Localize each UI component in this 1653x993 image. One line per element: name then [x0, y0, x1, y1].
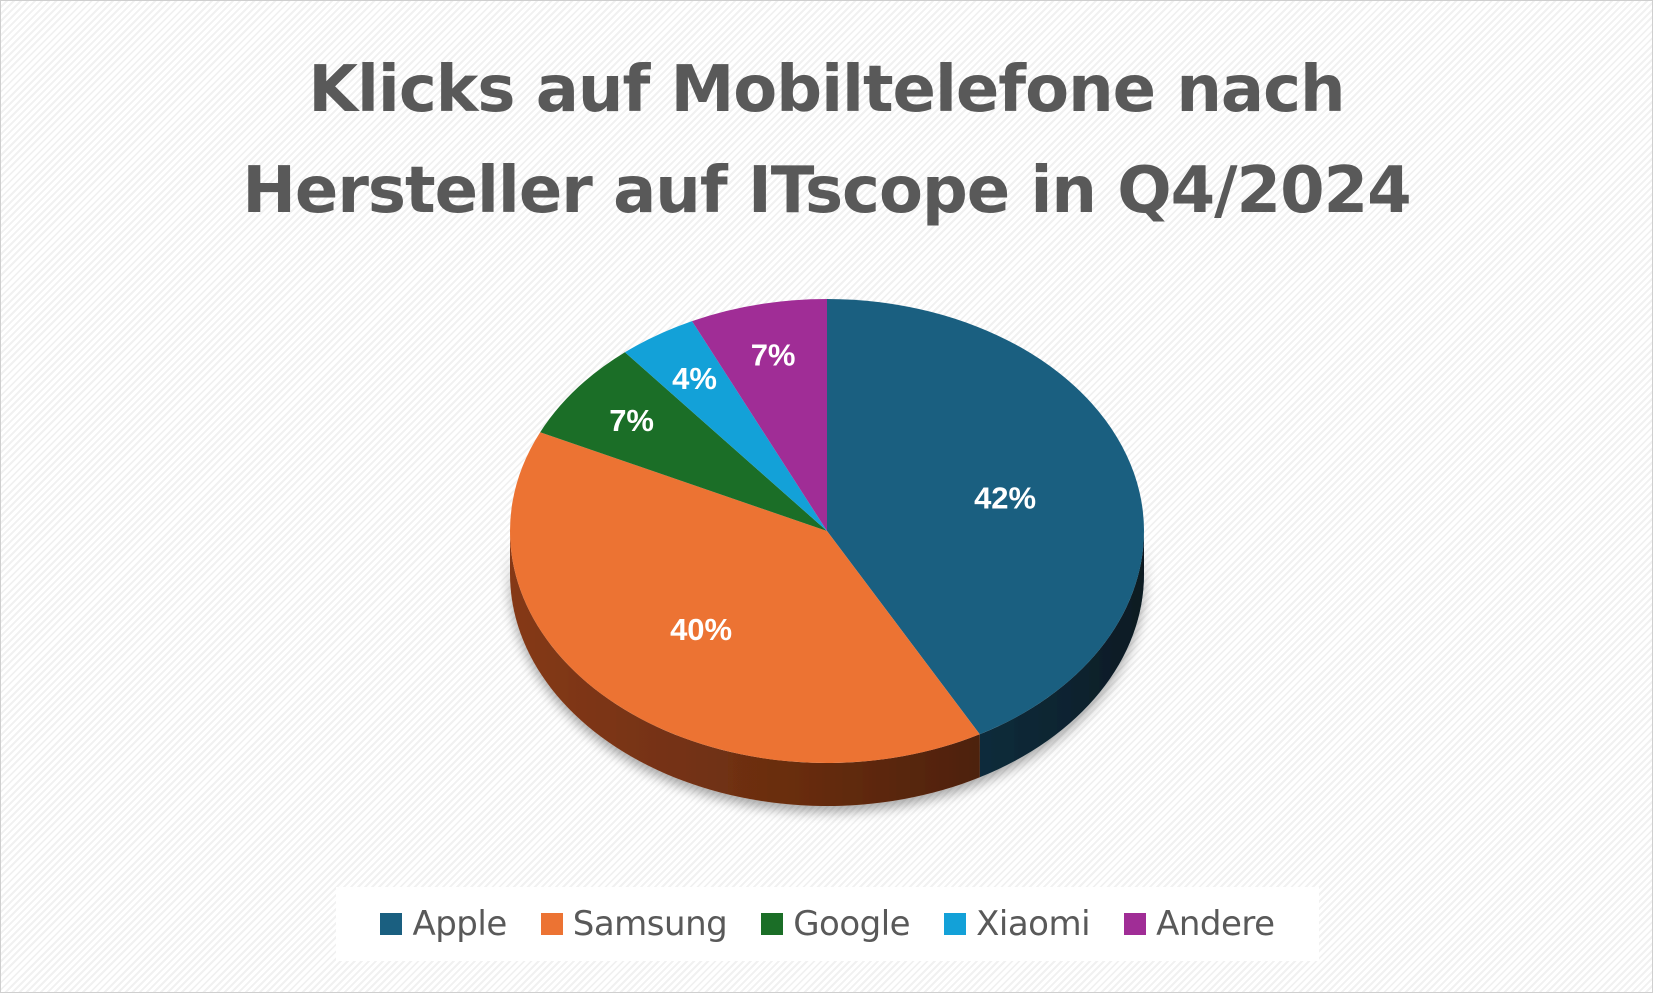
- pie-slice-samsung: [510, 432, 980, 763]
- pie-slice-google: [540, 352, 827, 531]
- pie-slice-andere: [692, 299, 827, 531]
- legend-item-samsung: Samsung: [540, 904, 728, 944]
- legend-item-andere: Andere: [1124, 904, 1275, 944]
- chart-title: Klicks auf Mobiltelefone nach Hersteller…: [0, 40, 1653, 242]
- pie-side-shade-samsung: [510, 531, 980, 806]
- legend-label-xiaomi: Xiaomi: [976, 904, 1091, 944]
- legend-item-apple: Apple: [380, 904, 507, 944]
- legend-label-google: Google: [793, 904, 911, 944]
- legend: Apple Samsung Google Xiaomi Andere: [336, 887, 1319, 961]
- legend-swatch-apple: [380, 913, 403, 935]
- legend-swatch-samsung: [540, 913, 563, 935]
- data-label-apple: 42%: [974, 481, 1036, 516]
- pie-side-shade-apple: [979, 531, 1144, 778]
- legend-label-apple: Apple: [412, 904, 507, 944]
- data-label-andere: 7%: [751, 337, 796, 372]
- data-label-xiaomi: 4%: [672, 361, 717, 396]
- legend-swatch-google: [761, 913, 784, 935]
- pie-slice-xiaomi: [624, 321, 827, 531]
- chart-title-line-2: Hersteller auf ITscope in Q4/2024: [242, 154, 1411, 228]
- legend-label-samsung: Samsung: [572, 904, 728, 944]
- pie-slice-apple: [827, 299, 1144, 735]
- data-label-samsung: 40%: [670, 612, 732, 647]
- legend-swatch-andere: [1124, 913, 1147, 935]
- legend-item-google: Google: [761, 904, 911, 944]
- legend-swatch-xiaomi: [944, 913, 967, 935]
- chart-title-line-1: Klicks auf Mobiltelefone nach: [308, 53, 1345, 127]
- legend-item-xiaomi: Xiaomi: [944, 904, 1091, 944]
- legend-label-andere: Andere: [1156, 904, 1275, 944]
- data-label-google: 7%: [609, 403, 654, 438]
